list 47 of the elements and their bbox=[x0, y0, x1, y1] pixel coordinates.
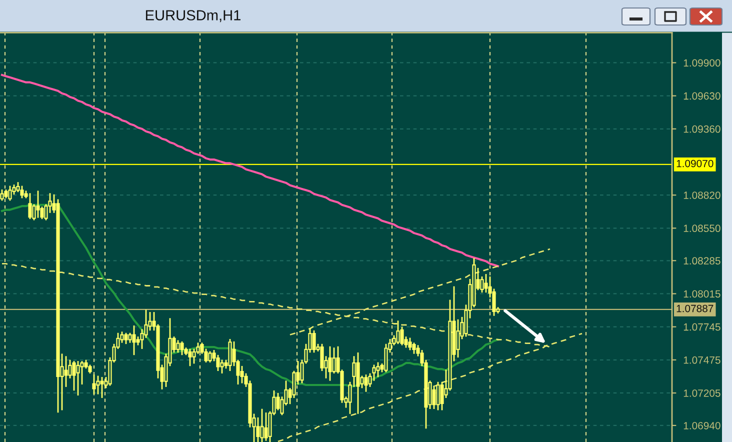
y-tick-label: 1.07205 bbox=[684, 389, 720, 397]
ref-line-label: 1.07887 bbox=[676, 304, 714, 312]
candlestick bbox=[92, 374, 96, 394]
y-tick-label: 1.09630 bbox=[684, 92, 720, 100]
candlestick bbox=[36, 190, 40, 218]
candlestick bbox=[436, 382, 440, 410]
y-tick-label: 1.07745 bbox=[684, 323, 720, 331]
candlestick bbox=[256, 417, 260, 442]
candlestick bbox=[0, 189, 4, 201]
candlestick bbox=[260, 408, 264, 442]
candlestick bbox=[100, 376, 104, 398]
chart-title: EURUSDm,H1 bbox=[146, 10, 240, 22]
candlestick bbox=[372, 364, 376, 381]
ref-line-label: 1.09070 bbox=[676, 160, 714, 168]
candlestick bbox=[356, 352, 360, 414]
candlestick bbox=[408, 338, 412, 350]
candlestick bbox=[456, 319, 460, 358]
line-series bbox=[0, 74, 500, 268]
candlestick bbox=[188, 348, 192, 366]
candlestick bbox=[376, 362, 380, 378]
candlestick bbox=[96, 376, 100, 394]
y-tick-label: 1.07475 bbox=[684, 356, 720, 364]
y-tick-label: 1.08015 bbox=[684, 290, 720, 298]
candlestick bbox=[264, 412, 268, 441]
candlestick bbox=[208, 351, 212, 362]
candlestick bbox=[132, 326, 136, 356]
candlestick bbox=[220, 360, 224, 374]
y-tick-label: 1.08550 bbox=[684, 224, 720, 232]
candlestick bbox=[28, 193, 32, 220]
candlestick bbox=[396, 320, 400, 344]
candlestick bbox=[76, 361, 80, 396]
candlestick bbox=[20, 186, 24, 198]
candlestick bbox=[332, 348, 336, 374]
candlestick bbox=[124, 332, 128, 344]
candlestick bbox=[312, 330, 316, 353]
candlestick bbox=[64, 356, 68, 387]
y-tick-label: 1.09360 bbox=[684, 125, 720, 133]
y-tick-label: 1.08820 bbox=[684, 192, 720, 199]
y-tick-label: 1.06940 bbox=[684, 422, 720, 430]
y-tick-label: 1.09900 bbox=[684, 59, 720, 67]
candlestick bbox=[228, 338, 232, 372]
candlestick bbox=[176, 340, 180, 353]
candlestick bbox=[328, 346, 332, 381]
candlestick bbox=[180, 341, 184, 356]
y-tick-label: 1.08285 bbox=[684, 257, 720, 265]
candlestick bbox=[364, 374, 368, 392]
candlestick bbox=[8, 186, 12, 201]
